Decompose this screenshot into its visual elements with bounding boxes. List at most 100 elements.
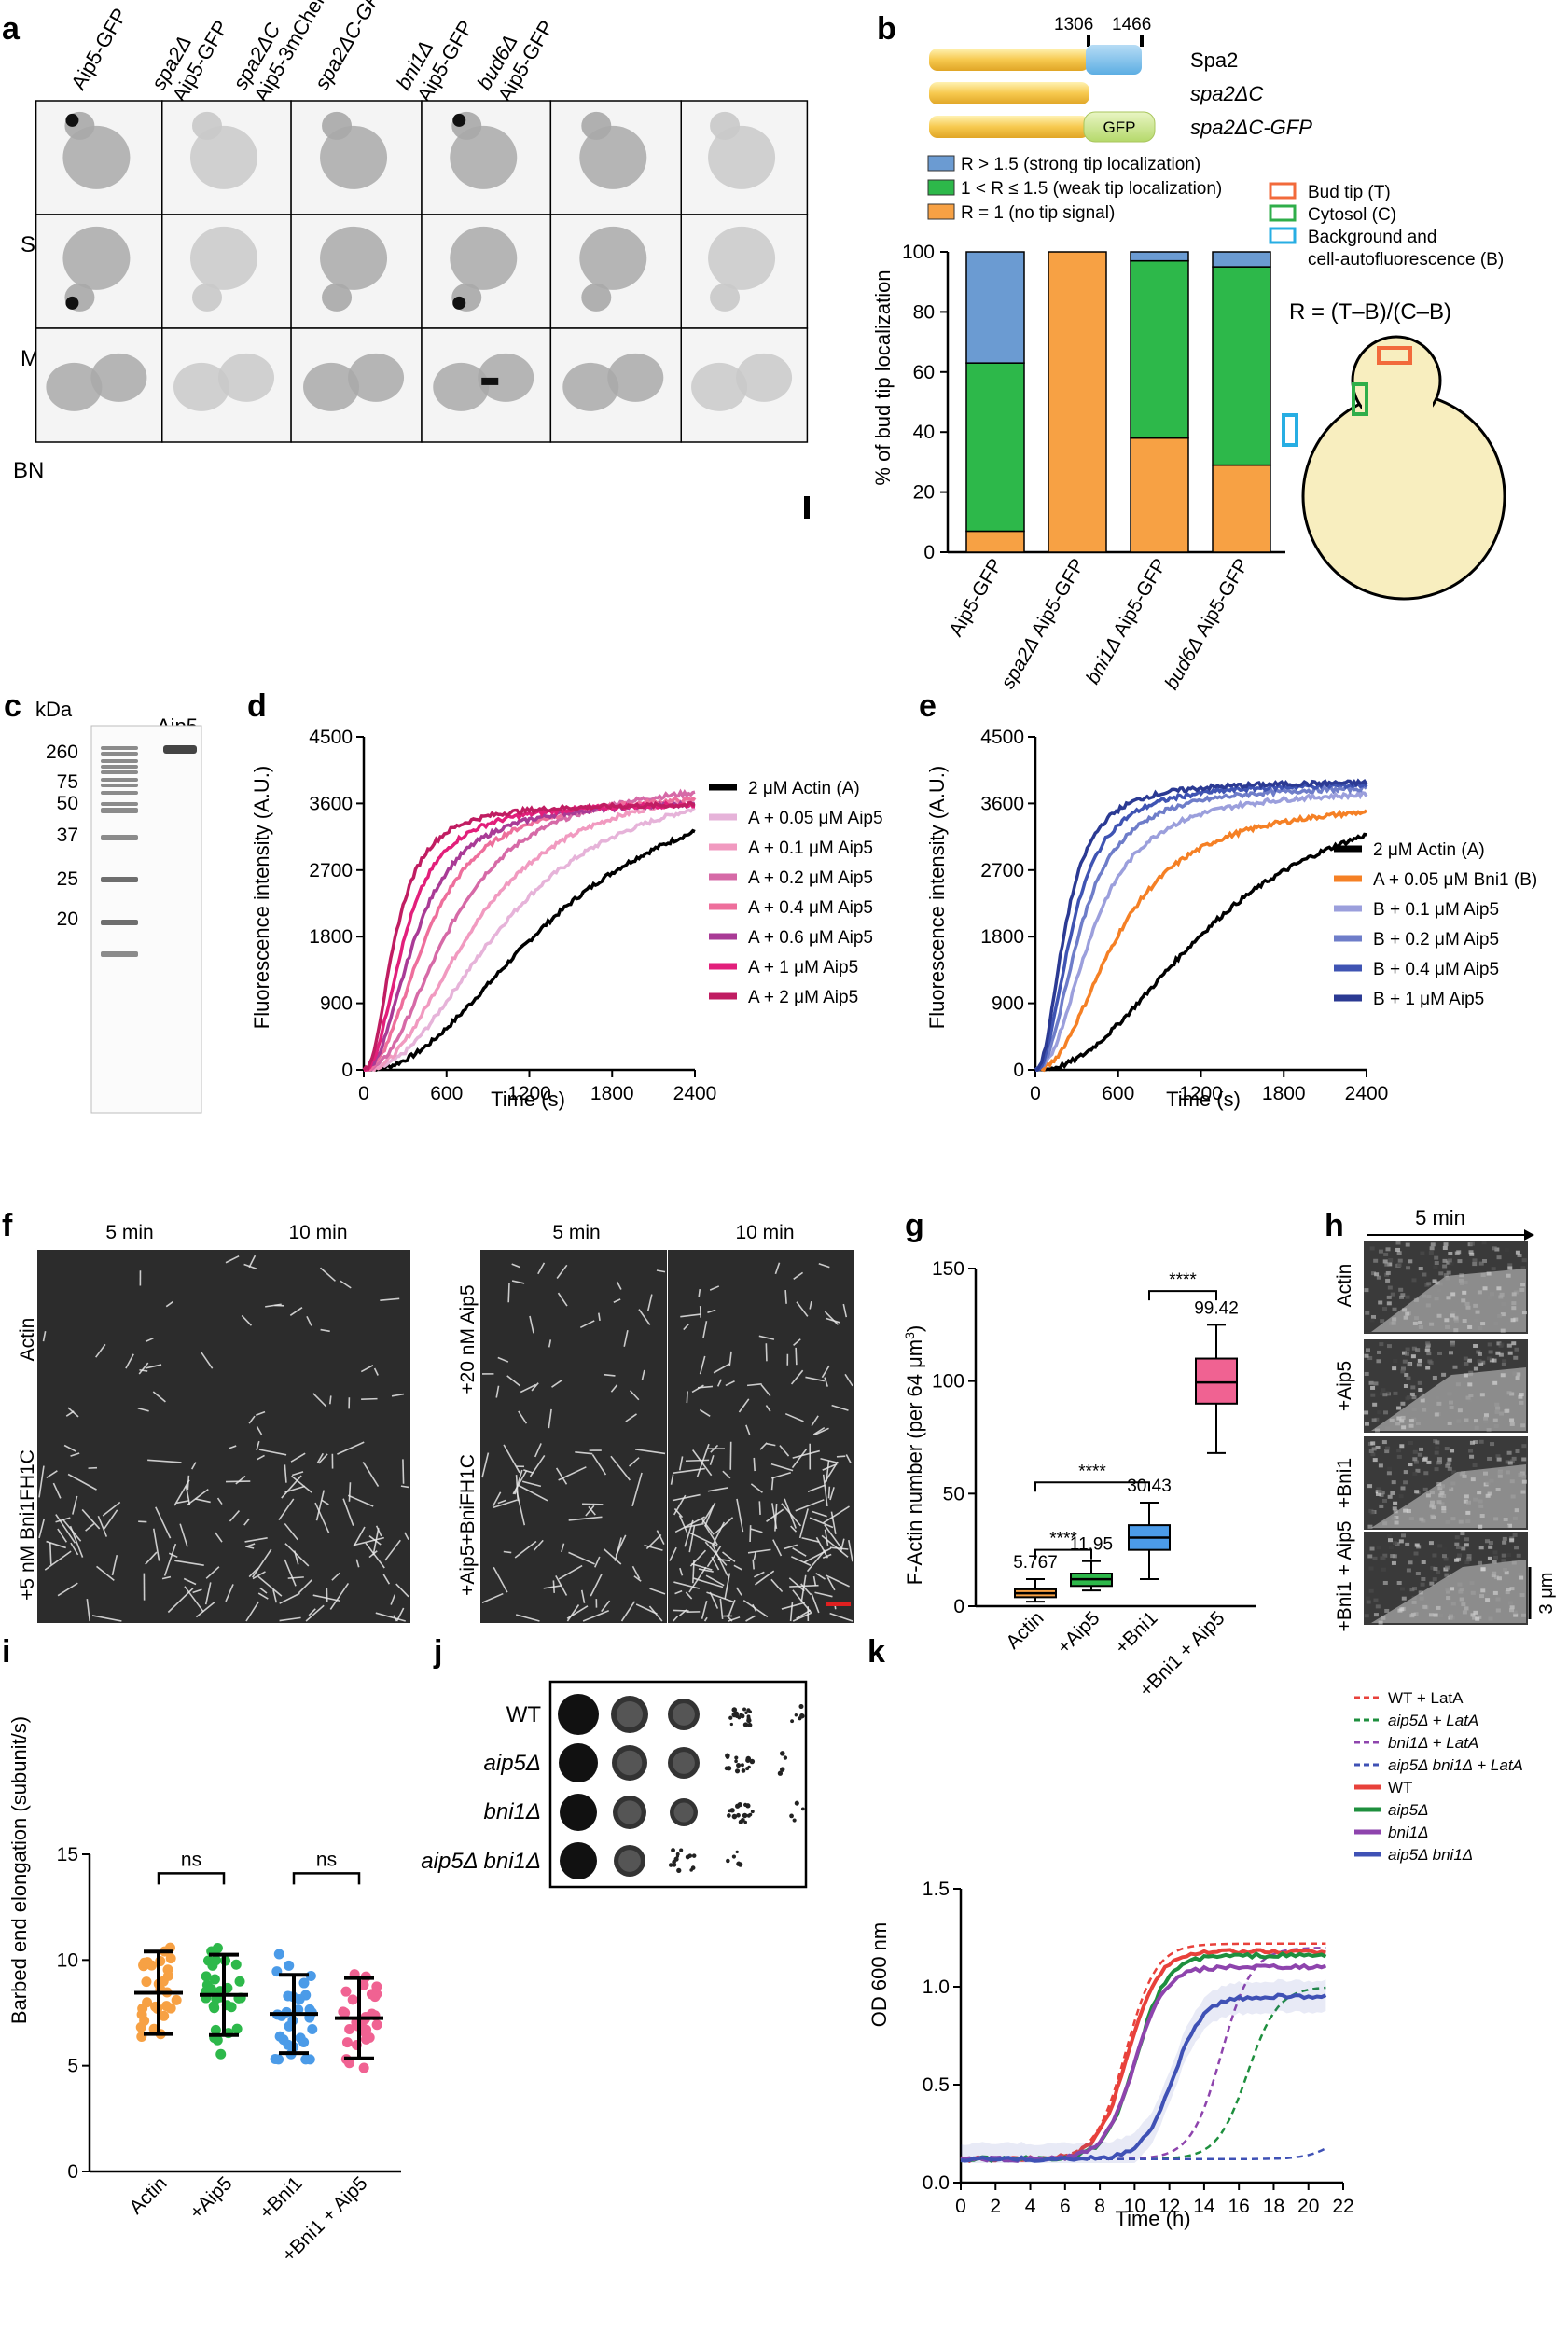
f-filament bbox=[380, 1297, 400, 1301]
h-noise-pixel bbox=[1469, 1440, 1475, 1445]
e-legend-label: B + 0.4 μM Aip5 bbox=[1373, 960, 1499, 979]
i-data-point bbox=[234, 1976, 245, 1987]
h-noise-pixel bbox=[1445, 1463, 1450, 1468]
h-noise-pixel bbox=[1490, 1442, 1495, 1447]
b-spa2-body bbox=[929, 49, 1089, 71]
a-cell bbox=[90, 353, 147, 402]
i-data-point bbox=[364, 2032, 375, 2043]
f-filament bbox=[781, 1503, 802, 1527]
c-ladder-band bbox=[101, 951, 138, 957]
d-ytick-label: 3600 bbox=[309, 793, 353, 814]
f-filament bbox=[770, 1471, 792, 1479]
h-noise-pixel bbox=[1390, 1554, 1395, 1559]
b-bar-segment bbox=[1212, 266, 1271, 466]
f-filament bbox=[216, 1497, 223, 1505]
f-filament bbox=[329, 1582, 350, 1610]
h-noise-pixel bbox=[1373, 1598, 1379, 1602]
f-tirf-image bbox=[668, 1436, 854, 1623]
h-noise-pixel bbox=[1429, 1246, 1435, 1251]
b-legend-label: R > 1.5 (strong tip localization) bbox=[961, 155, 1200, 174]
f-filament bbox=[629, 1390, 640, 1401]
h-noise-pixel bbox=[1509, 1538, 1515, 1543]
h-noise-pixel bbox=[1494, 1247, 1500, 1252]
h-noise-pixel bbox=[1413, 1460, 1419, 1464]
j-colony bbox=[738, 1862, 743, 1866]
f-filament bbox=[594, 1556, 601, 1568]
h-noise-pixel bbox=[1384, 1262, 1390, 1267]
j-colony bbox=[687, 1853, 693, 1858]
h-noise-pixel bbox=[1396, 1581, 1402, 1586]
f-col-label: 10 min bbox=[288, 1222, 347, 1243]
f-filament bbox=[703, 1616, 708, 1622]
panel-letter-e: e bbox=[919, 688, 937, 724]
f-filament bbox=[368, 1550, 378, 1559]
j-colony bbox=[728, 1715, 733, 1720]
h-noise-pixel bbox=[1406, 1376, 1411, 1380]
h-noise-pixel bbox=[1449, 1261, 1454, 1266]
f-filament bbox=[375, 1612, 406, 1622]
i-data-point bbox=[371, 1981, 382, 1992]
h-noise-pixel bbox=[1441, 1372, 1447, 1377]
k-xtick-label: 20 bbox=[1297, 2196, 1319, 2217]
f-filament bbox=[537, 1262, 546, 1275]
a-bud bbox=[710, 283, 741, 312]
panel-f: 5 min 10 min 5 min 10 min Actin +5 nM Bn… bbox=[17, 1222, 854, 1623]
d-legend-label: A + 0.05 μM Aip5 bbox=[748, 809, 883, 828]
h-noise-pixel bbox=[1405, 1242, 1410, 1247]
b-bar-segment bbox=[1212, 251, 1271, 268]
f-filament bbox=[747, 1548, 771, 1554]
f-filament bbox=[305, 1604, 325, 1622]
i-ytick-label: 15 bbox=[57, 1844, 78, 1865]
h-noise-pixel bbox=[1384, 1608, 1390, 1613]
i-data-point bbox=[300, 2054, 312, 2065]
f-filament bbox=[774, 1503, 778, 1532]
h-noise-pixel bbox=[1404, 1372, 1409, 1377]
e-legend-label: B + 1 μM Aip5 bbox=[1373, 990, 1484, 1009]
h-noise-pixel bbox=[1382, 1498, 1388, 1503]
d-series-line bbox=[362, 800, 696, 1072]
f-filament bbox=[579, 1320, 595, 1329]
k-legend-label: aip5Δ bni1Δ bbox=[1388, 1846, 1473, 1864]
e-series-line bbox=[1035, 789, 1368, 1072]
f-image-grid bbox=[37, 1250, 854, 1623]
f-filament bbox=[685, 1522, 704, 1529]
f-filament bbox=[791, 1449, 808, 1469]
a-cell bbox=[691, 362, 748, 411]
h-noise-pixel bbox=[1432, 1279, 1437, 1283]
a-cell bbox=[708, 125, 776, 189]
h-noise-pixel bbox=[1433, 1265, 1438, 1269]
d-xlabel: Time (s) bbox=[491, 1088, 565, 1111]
f-filament bbox=[503, 1444, 520, 1474]
f-filament bbox=[585, 1505, 595, 1517]
h-noise-pixel bbox=[1457, 1259, 1463, 1264]
j-colony bbox=[668, 1863, 673, 1867]
h-noise-pixel bbox=[1365, 1311, 1370, 1315]
f-filament bbox=[792, 1612, 812, 1622]
h-noise-pixel bbox=[1396, 1263, 1402, 1268]
panel-letter-i: i bbox=[2, 1634, 10, 1670]
f-filament bbox=[506, 1375, 521, 1387]
h-noise-pixel bbox=[1398, 1287, 1404, 1292]
panel-i-dot-plot: Barbed end elongation (subunit/s) 0 5 10 15… bbox=[7, 1716, 401, 2267]
f-filament bbox=[390, 1594, 396, 1605]
a-cell bbox=[579, 226, 647, 290]
c-marker-label: 25 bbox=[57, 868, 78, 890]
f-filament bbox=[759, 1442, 768, 1450]
h-noise-pixel bbox=[1410, 1385, 1416, 1390]
f-filament bbox=[631, 1565, 641, 1580]
h-noise-pixel bbox=[1418, 1267, 1423, 1271]
h-noise-pixel bbox=[1468, 1449, 1474, 1453]
f-filament bbox=[192, 1588, 202, 1594]
f-tirf-image bbox=[668, 1250, 854, 1436]
f-filament bbox=[709, 1455, 715, 1465]
f-row-label: +20 nM Aip5 bbox=[457, 1284, 479, 1394]
a-cell bbox=[450, 125, 518, 189]
f-filament bbox=[312, 1393, 327, 1408]
f-filament bbox=[246, 1543, 256, 1547]
f-filament bbox=[707, 1309, 716, 1313]
h-noise-pixel bbox=[1473, 1343, 1478, 1348]
j-colony bbox=[675, 1852, 680, 1856]
h-noise-pixel bbox=[1472, 1258, 1478, 1263]
f-filament bbox=[493, 1499, 518, 1508]
panel-letter-b: b bbox=[877, 11, 896, 47]
